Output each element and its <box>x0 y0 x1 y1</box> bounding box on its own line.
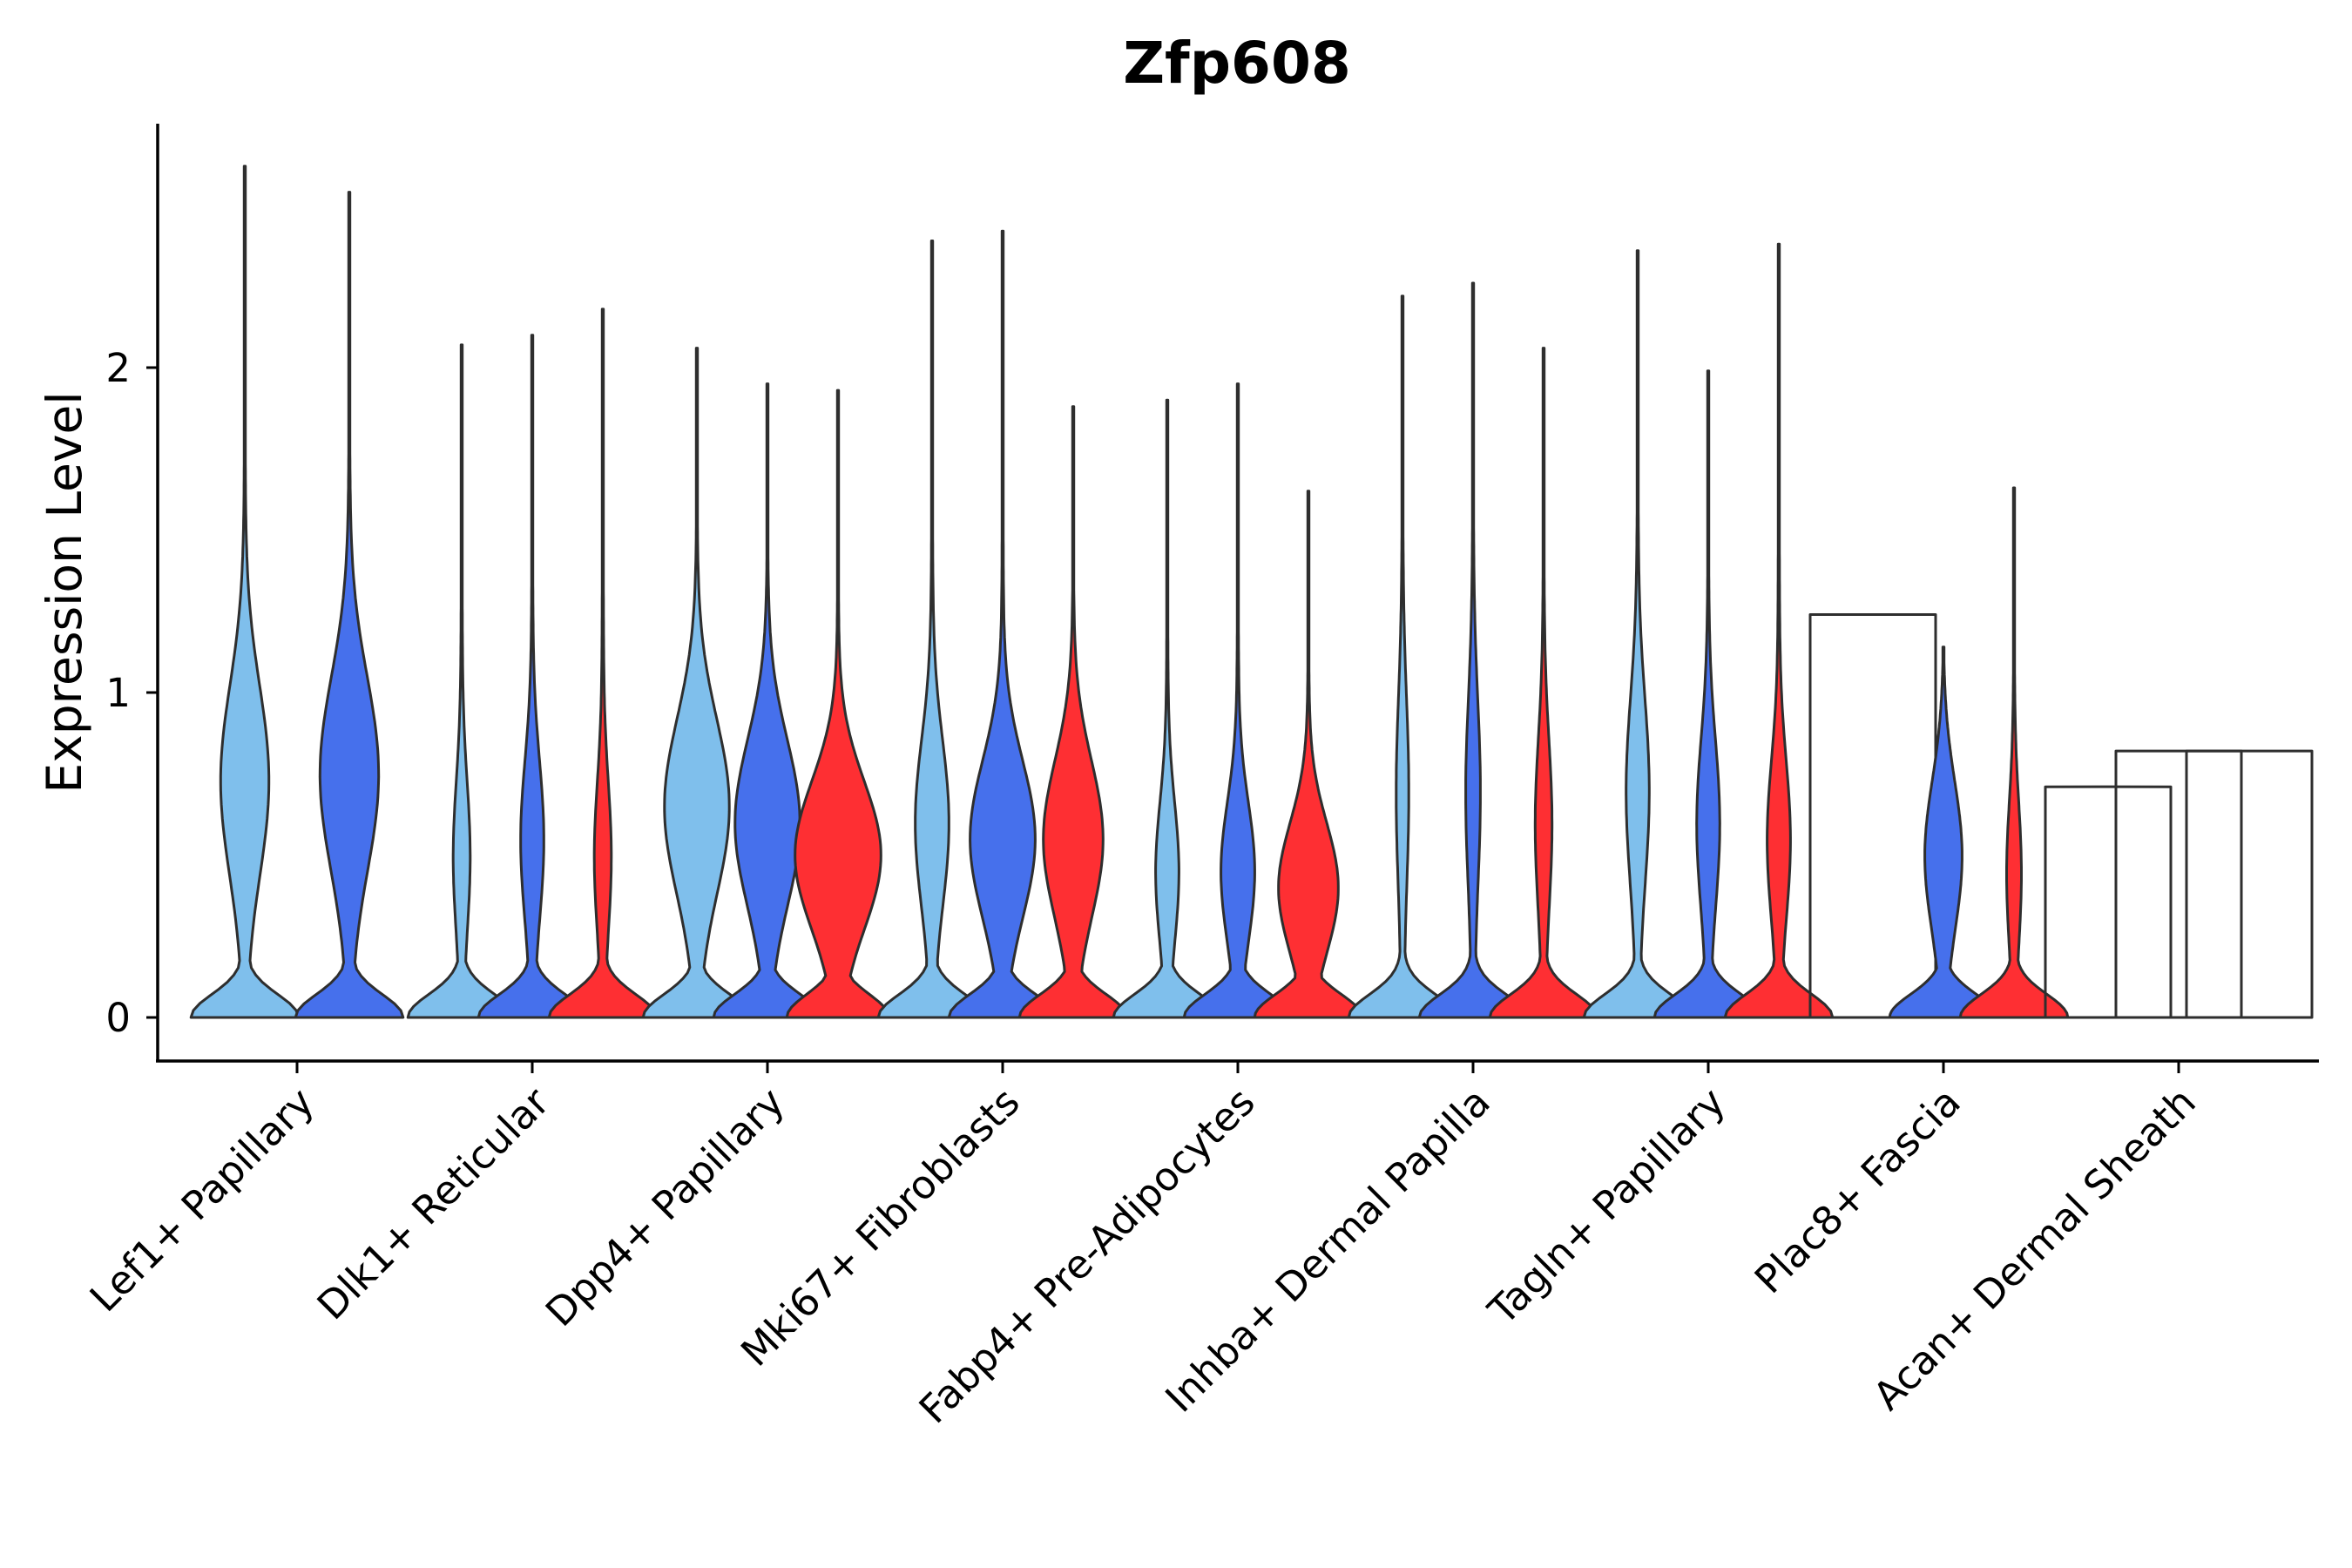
violin-tagln-papillary-group-a <box>1582 249 1693 1019</box>
x-tick-label: Dlk1+ Reticular <box>308 1078 558 1328</box>
chart-title: Zfp608 <box>1123 30 1351 97</box>
violin-dpp4-papillary-group-c <box>785 389 891 1019</box>
y-tick-label: 2 <box>105 345 131 391</box>
violin-tagln-papillary-group-b <box>1652 369 1764 1019</box>
y-axis-label: Expression Level <box>37 391 92 793</box>
violin-fabp4-pre-adipocytes-group-b <box>1182 382 1294 1019</box>
x-tick-label: Dpp4+ Papillary <box>537 1078 794 1335</box>
violin-acan-dermal-sheath-group-a <box>2044 785 2173 1019</box>
violin-dpp4-papillary-group-b <box>712 382 823 1019</box>
violin-plac8-fascia-group-c <box>1958 486 2070 1019</box>
violin-dlk1-reticular-group-b <box>476 334 588 1019</box>
violin-inhba-dermal-papilla-group-a <box>1347 294 1458 1019</box>
violin-mki67-fibroblasts-group-a <box>876 240 988 1019</box>
violin-inhba-dermal-papilla-group-c <box>1488 347 1599 1019</box>
violin-dpp4-papillary-group-a <box>641 347 753 1019</box>
x-tick-label: Plac8+ Fascia <box>1746 1078 1970 1302</box>
violin-mki67-fibroblasts-group-c <box>1017 405 1129 1019</box>
violin-inhba-dermal-papilla-group-b <box>1417 281 1529 1019</box>
violin-lef1-papillary-group-b <box>294 191 405 1019</box>
y-tick-label: 1 <box>105 670 131 716</box>
violin-dlk1-reticular-group-a <box>406 343 517 1019</box>
violin-plac8-fascia-group-a <box>1808 612 1937 1019</box>
violin-fabp4-pre-adipocytes-group-c <box>1253 490 1364 1019</box>
violin-lef1-papillary-group-a <box>189 165 301 1019</box>
violin-group <box>189 165 2314 1019</box>
y-tick-label: 0 <box>105 995 131 1041</box>
x-tick-label: Lef1+ Papillary <box>81 1078 323 1321</box>
violin-tagln-papillary-group-c <box>1723 242 1835 1019</box>
violin-plac8-fascia-group-b <box>1888 645 1999 1019</box>
violin-acan-dermal-sheath-group-b <box>2114 749 2243 1019</box>
y-ticks: 0 1 2 <box>105 345 158 1041</box>
violin-mki67-fibroblasts-group-b <box>947 229 1058 1019</box>
violin-dlk1-reticular-group-c <box>547 308 659 1019</box>
x-tick-label: Tagln+ Papillary <box>1479 1078 1734 1334</box>
violin-fabp4-pre-adipocytes-group-a <box>1112 398 1223 1019</box>
violin-acan-dermal-sheath-group-c <box>2185 749 2314 1019</box>
